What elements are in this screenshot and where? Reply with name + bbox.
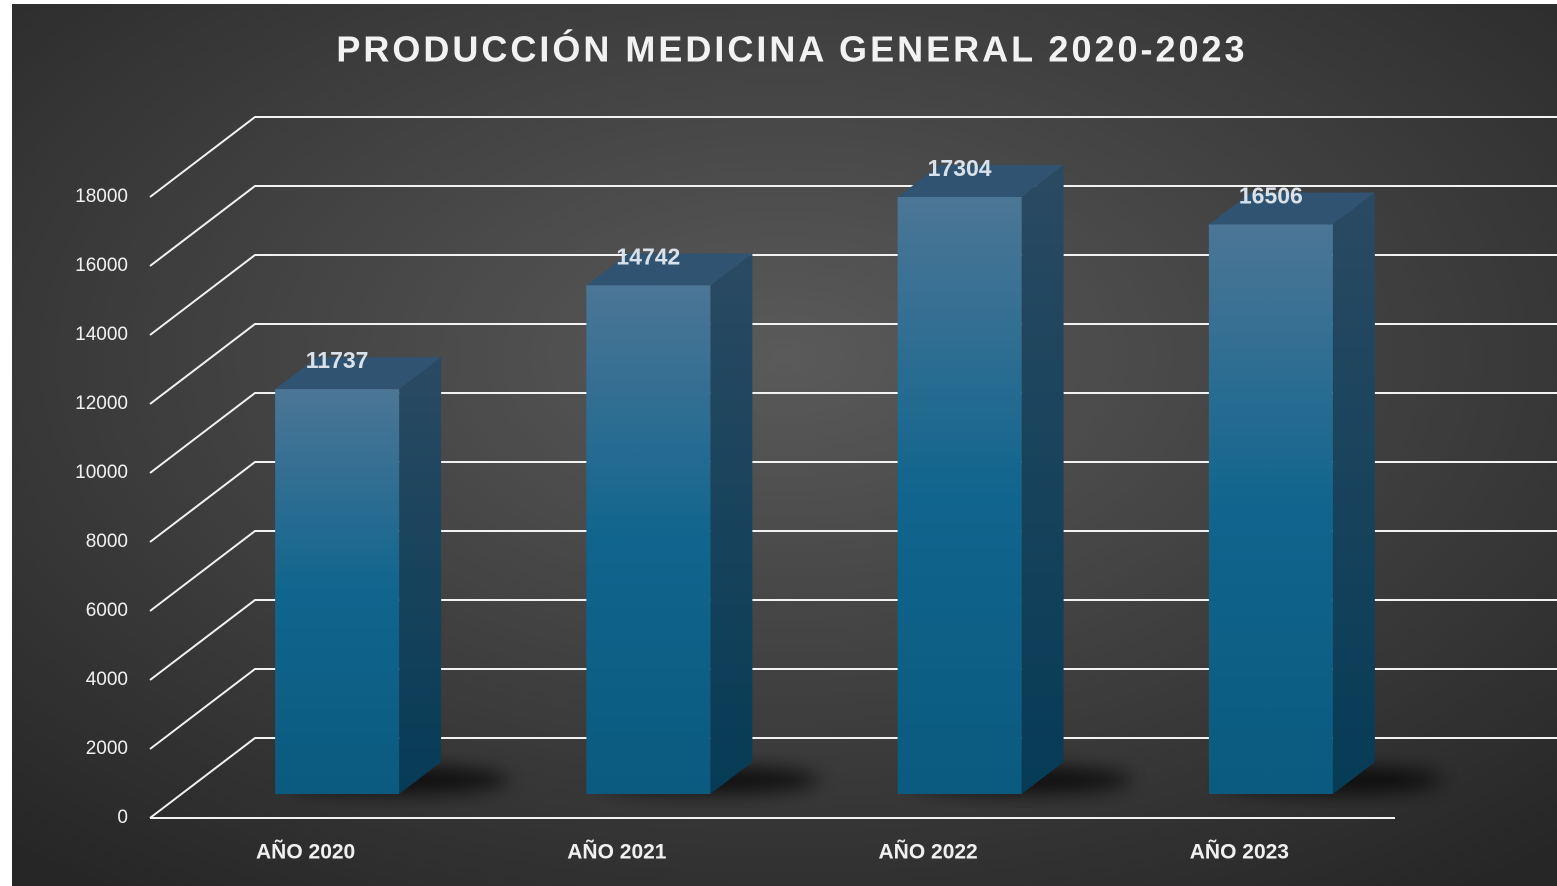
bar [897,165,1064,795]
bar-top [897,165,1064,198]
y-tick-label: 10000 [75,462,128,483]
x-tick-label: AÑO 2021 [567,841,667,864]
bar-side [399,357,442,794]
x-tick-label: AÑO 2023 [1190,841,1289,864]
grid-line [149,668,1557,750]
bar [275,357,442,794]
bar-side [1332,192,1375,795]
bar-front [275,389,400,794]
bar [586,253,753,794]
y-tick-label: 0 [117,807,128,828]
x-tick-label: AÑO 2020 [256,841,355,864]
grid-line [149,323,1557,405]
value-label: 17304 [928,155,992,181]
bar-side [1021,165,1064,795]
bar-top [275,357,442,390]
value-label: 11737 [306,347,369,373]
bar-side [710,253,753,794]
grid-line [149,185,1557,267]
grid-line [149,461,1557,543]
grid-line [149,530,1557,612]
y-tick-label: 6000 [86,600,128,621]
bar-top [1208,192,1375,225]
bar [1208,192,1375,795]
bar-front [897,197,1022,795]
bar-front [586,285,711,794]
value-label: 16506 [1239,183,1303,209]
value-label: 14742 [616,243,680,269]
y-tick-label: 2000 [86,738,128,759]
grid-line [149,254,1557,336]
x-tick-label: AÑO 2022 [879,841,978,864]
y-tick-label: 14000 [75,324,128,345]
bar-top [586,253,753,286]
y-tick-label: 12000 [75,393,128,414]
y-tick-label: 4000 [86,669,128,690]
chart-title: PRODUCCIÓN MEDICINA GENERAL 2020-2023 [336,28,1247,70]
bar-front [1208,224,1333,795]
y-tick-label: 16000 [75,255,128,276]
grid-line [149,116,1557,198]
y-tick-label: 8000 [86,531,128,552]
grid-line [149,392,1557,474]
grid-line [149,599,1557,681]
grid-line [149,737,1557,819]
y-tick-label: 18000 [75,186,128,207]
